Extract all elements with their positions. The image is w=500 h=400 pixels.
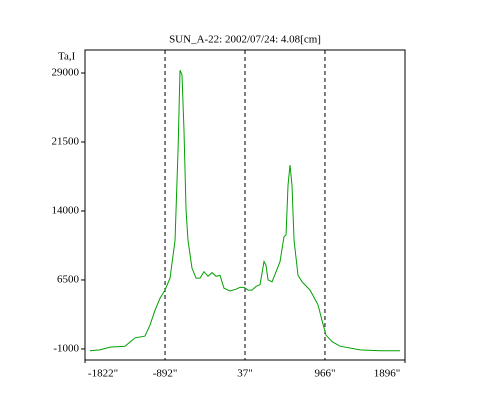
- x-tick-label: -1822": [88, 368, 118, 380]
- chart-title: SUN_A-22: 2002/07/24: 4.08[cm]: [169, 34, 321, 46]
- y-axis-label: Ta,I: [58, 51, 76, 63]
- y-tick-label: 29000: [52, 67, 80, 79]
- x-tick-label: 37": [237, 368, 253, 380]
- y-tick-label: 6500: [57, 274, 80, 286]
- data-line: [89, 70, 401, 352]
- y-tick-label: 21500: [52, 136, 80, 148]
- y-tick-label: -1000: [53, 342, 79, 354]
- x-tick-label: -892": [153, 368, 178, 380]
- y-tick-label: 14000: [52, 205, 80, 217]
- x-tick-label: 966": [314, 368, 335, 380]
- x-tick-label: 1896": [374, 368, 401, 380]
